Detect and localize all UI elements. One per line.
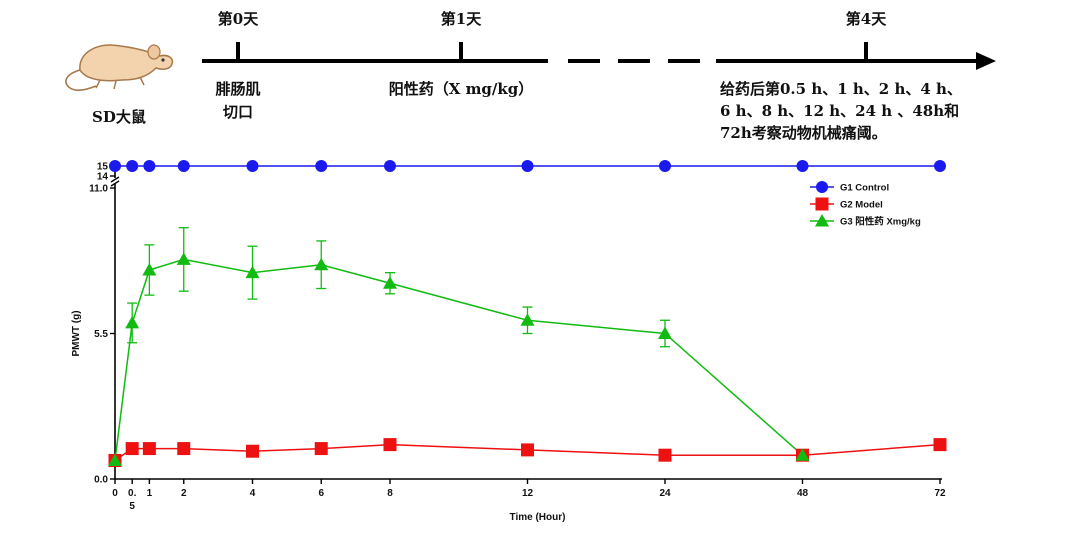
x-tick-label: 6	[318, 488, 324, 499]
data-point-series-1	[384, 160, 396, 172]
step3-line1: 给药后第0.5 h、1 h、2 h、4 h、	[720, 80, 962, 98]
x-tick-label: 5	[129, 501, 135, 512]
y-tick-label: 11.0	[89, 184, 108, 195]
data-point-series-3	[520, 313, 535, 326]
data-point-series-2	[383, 438, 397, 452]
legend-marker-2	[815, 197, 829, 211]
data-point-series-2	[177, 442, 191, 456]
x-tick-label: 0	[112, 488, 118, 499]
data-point-series-2	[521, 443, 534, 457]
step3-line3: 72h考察动物机械痛阈。	[720, 124, 887, 142]
x-tick-label: 2	[181, 488, 187, 499]
data-point-series-1	[143, 160, 156, 172]
x-tick-label: 12	[522, 488, 534, 499]
legend-marker-3	[815, 214, 829, 227]
x-tick-label: 48	[797, 488, 809, 499]
data-point-series-1	[796, 160, 809, 172]
x-tick-label: 1	[147, 488, 153, 499]
data-point-series-1	[246, 160, 259, 172]
data-point-series-1	[126, 160, 139, 172]
step2-label: 阳性药（X mg/kg）	[389, 80, 534, 98]
x-tick-label: 72	[934, 488, 946, 499]
y-tick-label: 14	[97, 172, 109, 183]
legend-label: G3 阳性药 Xmg/kg	[840, 216, 921, 228]
chart-error-bars	[127, 227, 670, 348]
chart-legend: G1 Control G2 Model G3 阳性药 Xmg/kg	[810, 181, 921, 228]
marker-label-day0: 第0天	[218, 10, 259, 28]
y-axis-break-mark	[110, 180, 120, 187]
marker-label-day1: 第1天	[441, 10, 482, 28]
x-tick-label: 8	[387, 488, 393, 499]
y-tick-label: 0.0	[94, 475, 108, 486]
step3-line2: 6 h、8 h、12 h、24 h 、48h和	[720, 102, 959, 120]
series-line-3	[114, 258, 803, 461]
x-tick-label: 0.	[128, 488, 137, 499]
y-axis-break-mark	[110, 176, 120, 183]
data-point-series-1	[934, 160, 946, 172]
data-point-series-2	[142, 442, 156, 456]
chart-markers	[108, 160, 947, 467]
step1-line2: 切口	[223, 103, 253, 121]
data-point-series-1	[109, 160, 121, 172]
legend-marker-1	[816, 181, 828, 193]
x-tick-label: 4	[250, 488, 256, 499]
legend-label: G2 Model	[840, 200, 883, 211]
marker-label-day4: 第4天	[846, 10, 887, 28]
data-point-series-3	[125, 315, 140, 329]
timeline-arrowhead	[976, 52, 996, 70]
data-point-series-3	[142, 263, 157, 276]
data-point-series-3	[108, 453, 122, 466]
y-tick-label: 15	[97, 162, 109, 173]
legend-label: G1 Control	[840, 183, 889, 194]
data-point-series-2	[658, 448, 672, 462]
rat-icon	[65, 44, 174, 91]
data-point-series-3	[176, 252, 191, 265]
x-axis-title: Time (Hour)	[510, 512, 566, 523]
data-point-series-3	[383, 276, 397, 289]
data-point-series-3	[314, 257, 329, 271]
data-point-series-1	[315, 160, 328, 172]
data-point-series-3	[795, 448, 810, 461]
data-point-series-2	[314, 442, 328, 456]
y-tick-label: 5.5	[94, 329, 108, 340]
data-point-series-2	[933, 438, 947, 452]
data-point-series-2	[246, 444, 259, 458]
animal-label: SD大鼠	[92, 108, 146, 126]
data-point-series-2	[125, 442, 139, 456]
data-point-series-1	[659, 160, 671, 172]
data-point-series-1	[521, 160, 534, 172]
step1-line1: 腓肠肌	[215, 80, 260, 98]
x-tick-label: 24	[659, 488, 671, 499]
data-point-series-3	[245, 265, 260, 279]
data-point-series-3	[658, 326, 672, 339]
y-axis-title: PMWT (g)	[71, 310, 82, 356]
data-point-series-1	[177, 160, 190, 172]
